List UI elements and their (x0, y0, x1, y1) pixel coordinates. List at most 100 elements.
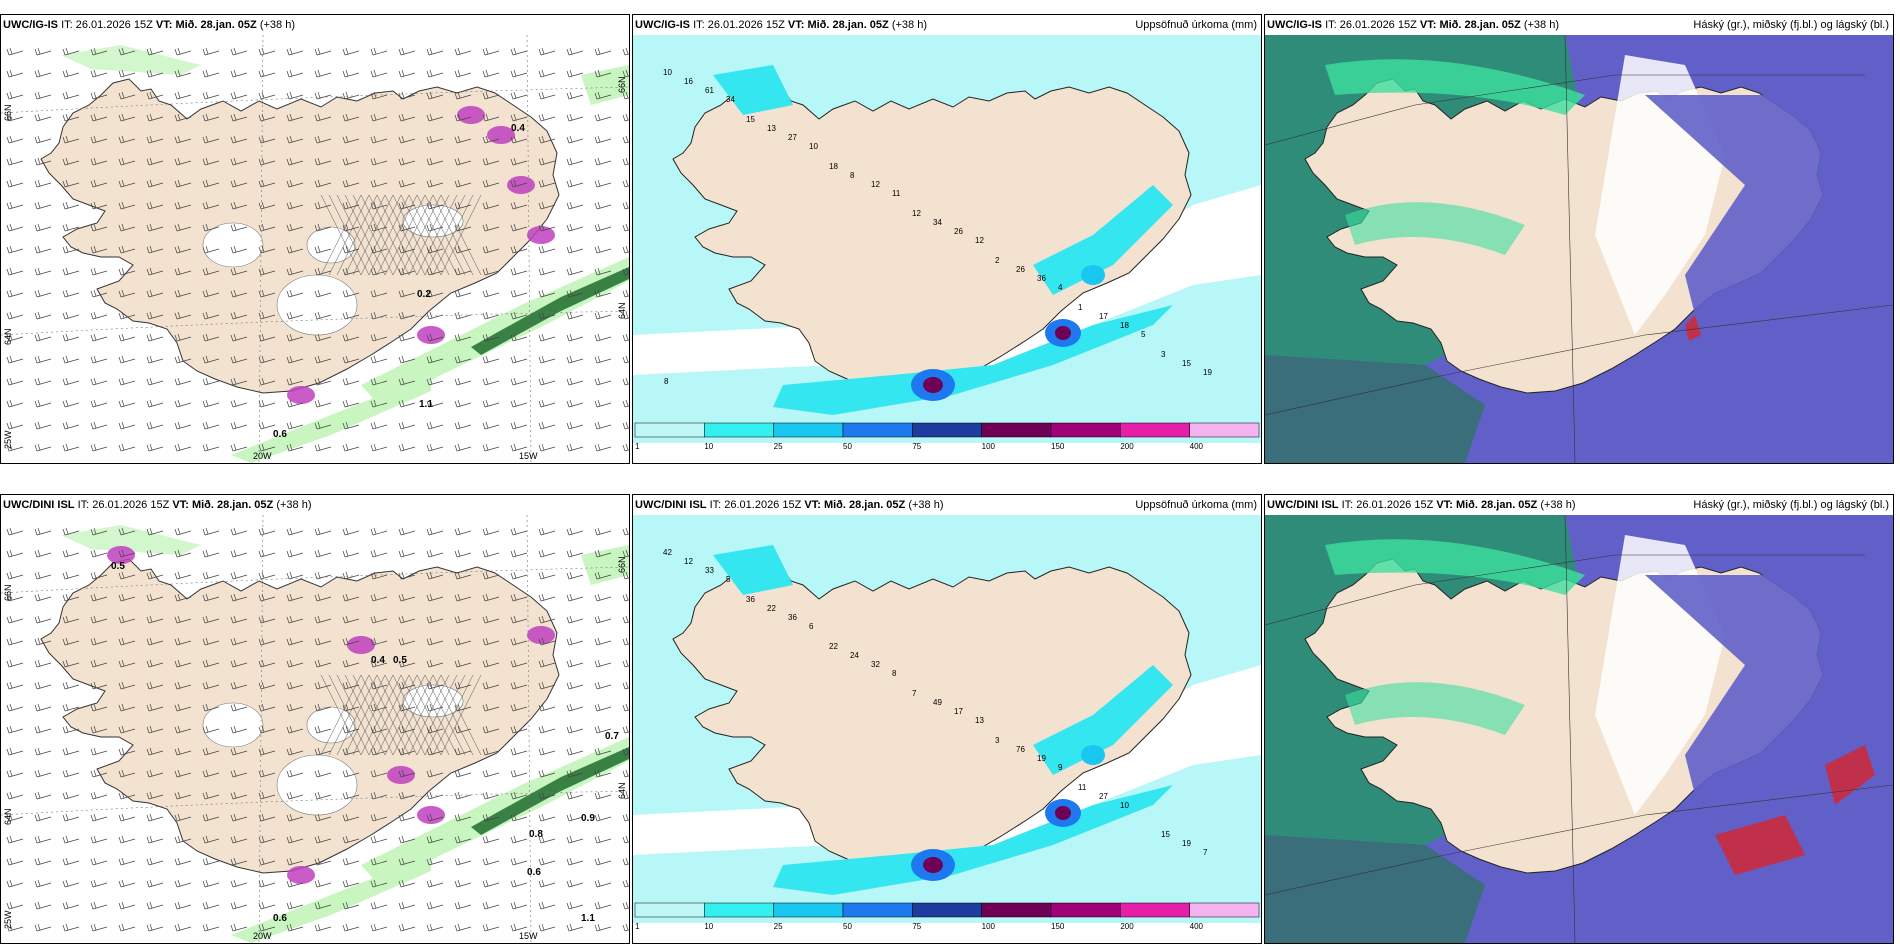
wind-barb (34, 113, 52, 122)
wind-barb (454, 399, 472, 408)
wind-barb (62, 527, 80, 536)
wind-barb (454, 527, 472, 536)
wind-barb (62, 289, 80, 298)
colorbar-tick: 100 (982, 442, 996, 451)
wind-barb (6, 113, 24, 122)
wind-barb (90, 91, 108, 100)
wind-barb (398, 333, 416, 342)
value-labels: 0.6 1.1 0.4 0.2 (273, 123, 525, 440)
cloud-shading (1325, 55, 1845, 355)
panel-subtitle: Uppsöfnuð úrkoma (mm) (1135, 19, 1257, 31)
wind-barb (118, 615, 136, 624)
wind-barb (230, 47, 248, 56)
wind-barb (370, 703, 388, 712)
wind-barb (118, 659, 136, 668)
wind-barb (566, 245, 584, 254)
wind-barb (62, 69, 80, 78)
wind-barb (594, 725, 612, 734)
wind-barb (510, 769, 528, 778)
wind-barb (146, 91, 164, 100)
wind-barb (90, 923, 108, 932)
wind-barb (622, 201, 629, 210)
wind-barb (538, 267, 556, 276)
wind-barb (370, 571, 388, 580)
wind-barb (286, 527, 304, 536)
graticule (1, 35, 629, 463)
wind-barb (258, 179, 276, 188)
wind-barb (342, 879, 360, 888)
wind-barb (286, 47, 304, 56)
wind-barb (398, 421, 416, 430)
wind-barb (174, 311, 192, 320)
precip-band (773, 785, 1173, 895)
wind-barb (90, 549, 108, 558)
wind-barb (202, 135, 220, 144)
panel-subtitle: Háský (gr.), miðský (fj.bl.) og lágský (… (1693, 499, 1889, 511)
wind-barb (174, 901, 192, 910)
value-label: 22 (767, 604, 776, 613)
wind-barb (482, 813, 500, 822)
value-labels: 42 36 22 7 3 11 15 12 22 24 49 76 27 19 33 36 32 17 19 10 7 5… (663, 548, 1208, 857)
wind-barb (342, 901, 360, 910)
wind-barb (482, 333, 500, 342)
value-label: 15 (1161, 830, 1170, 839)
wind-barb (146, 835, 164, 844)
lon-label: 20W (253, 931, 272, 941)
wind-barb (230, 791, 248, 800)
wind-barb (62, 91, 80, 100)
wind-barb (258, 223, 276, 232)
wind-barb (426, 47, 444, 56)
wind-barb (202, 571, 220, 580)
wind-barb (118, 549, 136, 558)
colorbar-cell (842, 902, 913, 918)
precip-spots (107, 546, 555, 884)
value-label: 19 (1182, 839, 1191, 848)
precip-spot (487, 126, 515, 144)
wind-barb (62, 769, 80, 778)
wind-barb (622, 179, 629, 188)
wind-barb (510, 377, 528, 386)
wind-barb (34, 157, 52, 166)
wind-barb (286, 615, 304, 624)
wind-barb (314, 267, 332, 276)
wind-barb (118, 527, 136, 536)
wind-barb (6, 813, 24, 822)
wind-barb (314, 289, 332, 298)
vt-label: VT: (1436, 499, 1453, 511)
wind-barb (62, 637, 80, 646)
value-label: 11 (1078, 783, 1087, 792)
precip-band (713, 545, 793, 595)
wind-barb (90, 857, 108, 866)
wind-barb (258, 857, 276, 866)
wind-barb (622, 267, 629, 276)
wind-barb (202, 549, 220, 558)
hatch-line (320, 674, 362, 756)
wind-barb (370, 333, 388, 342)
colorbar-tick: 400 (1190, 922, 1204, 931)
wind-barb (538, 113, 556, 122)
wind-barb (62, 179, 80, 188)
wind-barb (342, 223, 360, 232)
wind-barb (566, 399, 584, 408)
wind-barb (258, 421, 276, 430)
wind-barb (510, 747, 528, 756)
panel-precip-row2: UWC/DINI ISL IT: 26.01.2026 15Z VT: Mið.… (632, 494, 1262, 944)
value-label: 1 (1078, 303, 1083, 312)
value-label: 12 (871, 180, 880, 189)
hatch-line (416, 194, 458, 276)
model-name: UWC/IG-IS (635, 19, 690, 31)
wind-barb (342, 201, 360, 210)
wind-band (361, 737, 629, 887)
wind-barb (314, 47, 332, 56)
hatch-line (408, 674, 450, 756)
wind-barb (202, 637, 220, 646)
precip-spot (387, 766, 415, 784)
wind-barb (202, 179, 220, 188)
vt-label: VT: (155, 19, 173, 31)
graticule (1265, 35, 1893, 463)
wind-barb (594, 835, 612, 844)
wind-barb (90, 769, 108, 778)
wind-barb (426, 593, 444, 602)
hatch-line (320, 194, 362, 276)
wind-barb (342, 527, 360, 536)
